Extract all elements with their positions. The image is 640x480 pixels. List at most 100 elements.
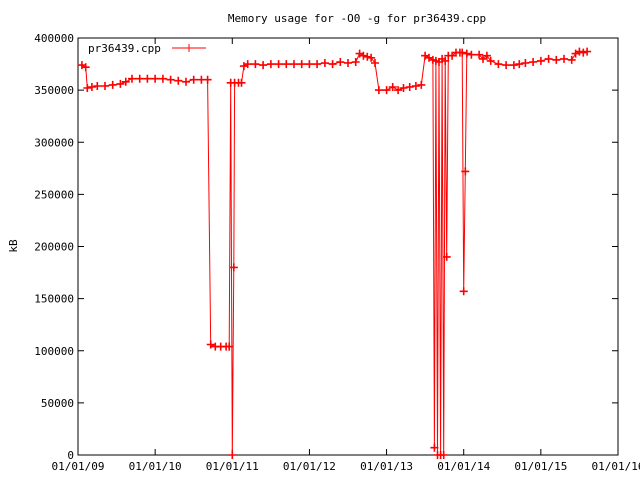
data-point bbox=[509, 61, 518, 70]
data-point bbox=[521, 59, 530, 67]
plot-border bbox=[77, 37, 619, 456]
data-point bbox=[206, 340, 215, 349]
data-point bbox=[417, 80, 426, 89]
data-point bbox=[482, 51, 491, 60]
data-point bbox=[515, 60, 524, 69]
data-point bbox=[359, 51, 368, 60]
data-point bbox=[297, 60, 306, 69]
data-point bbox=[475, 50, 484, 59]
data-point bbox=[251, 60, 260, 69]
data-point bbox=[567, 55, 576, 64]
data-point bbox=[225, 342, 234, 351]
data-point bbox=[575, 47, 584, 56]
x-tick-label: 01/01/13 bbox=[360, 460, 413, 473]
data-point bbox=[328, 60, 337, 69]
y-tick-label: 150000 bbox=[34, 293, 74, 306]
data-point bbox=[151, 74, 160, 83]
data-point bbox=[135, 74, 144, 83]
data-point bbox=[228, 451, 237, 459]
data-point bbox=[560, 54, 568, 63]
y-axis-label: kB bbox=[7, 239, 20, 253]
series-line bbox=[81, 51, 588, 456]
data-point bbox=[394, 86, 403, 95]
data-point bbox=[374, 86, 383, 95]
x-tick-label: 01/01/15 bbox=[514, 460, 567, 473]
y-tick-label: 100000 bbox=[34, 345, 74, 358]
data-point bbox=[81, 63, 90, 72]
data-point bbox=[305, 60, 314, 69]
data-point bbox=[442, 252, 451, 261]
data-point bbox=[174, 76, 183, 85]
data-point bbox=[101, 82, 109, 90]
data-point bbox=[237, 78, 246, 87]
y-tick-label: 350000 bbox=[34, 84, 74, 97]
data-point bbox=[313, 60, 322, 69]
x-tick-label: 01/01/09 bbox=[52, 460, 105, 473]
data-point bbox=[462, 49, 471, 58]
data-point bbox=[266, 60, 275, 69]
data-point bbox=[467, 50, 476, 59]
data-point bbox=[363, 52, 372, 61]
legend-label: pr36439.cpp bbox=[88, 42, 161, 55]
y-tick-label: 250000 bbox=[34, 188, 74, 201]
data-point bbox=[290, 60, 298, 69]
data-point bbox=[182, 77, 190, 86]
data-point bbox=[399, 84, 408, 92]
x-tick-label: 01/01/16 bbox=[592, 460, 640, 473]
data-point bbox=[108, 80, 117, 89]
x-tick-label: 01/01/14 bbox=[437, 460, 490, 473]
data-point bbox=[189, 75, 198, 84]
data-point bbox=[143, 74, 152, 83]
x-tick-label: 01/01/11 bbox=[206, 460, 259, 473]
data-point bbox=[486, 56, 495, 65]
data-point bbox=[203, 75, 212, 84]
data-point bbox=[344, 59, 352, 67]
y-tick-label: 50000 bbox=[41, 397, 74, 410]
data-point bbox=[243, 60, 252, 69]
y-tick-label: 300000 bbox=[34, 136, 74, 149]
data-point bbox=[158, 74, 167, 83]
data-point bbox=[336, 58, 345, 66]
data-point bbox=[552, 55, 561, 64]
data-point bbox=[430, 443, 439, 452]
data-point bbox=[93, 82, 102, 90]
data-point bbox=[411, 82, 420, 90]
data-point bbox=[320, 59, 329, 67]
data-point bbox=[371, 59, 379, 67]
data-point bbox=[116, 79, 125, 88]
data-point bbox=[351, 58, 360, 66]
data-point bbox=[529, 58, 538, 66]
data-point bbox=[282, 60, 291, 69]
data-point bbox=[544, 54, 553, 63]
data-point bbox=[461, 167, 470, 176]
data-point bbox=[439, 451, 448, 459]
x-tick-label: 01/01/10 bbox=[129, 460, 182, 473]
data-point bbox=[121, 77, 130, 86]
data-point bbox=[259, 61, 268, 70]
plot-area bbox=[77, 47, 592, 459]
data-point bbox=[441, 56, 450, 65]
axes bbox=[77, 37, 619, 456]
data-point bbox=[459, 287, 468, 296]
data-point bbox=[229, 263, 238, 272]
data-point bbox=[458, 48, 467, 57]
data-point bbox=[128, 74, 136, 83]
legend-marker bbox=[185, 44, 193, 52]
data-point bbox=[166, 75, 175, 84]
legend: pr36439.cpp bbox=[88, 42, 206, 55]
data-point bbox=[579, 48, 588, 57]
chart-title: Memory usage for -O0 -g for pr36439.cpp bbox=[228, 12, 486, 25]
y-tick-label: 400000 bbox=[34, 32, 74, 45]
data-point bbox=[494, 60, 503, 69]
data-point bbox=[367, 53, 376, 62]
data-point bbox=[83, 84, 92, 92]
data-point bbox=[502, 61, 511, 70]
data-point bbox=[274, 60, 283, 69]
y-tick-label: 200000 bbox=[34, 241, 74, 254]
data-point bbox=[87, 83, 96, 91]
x-tick-label: 01/01/12 bbox=[283, 460, 336, 473]
data-point bbox=[388, 83, 397, 91]
data-point bbox=[536, 56, 545, 65]
data-point bbox=[583, 47, 592, 56]
